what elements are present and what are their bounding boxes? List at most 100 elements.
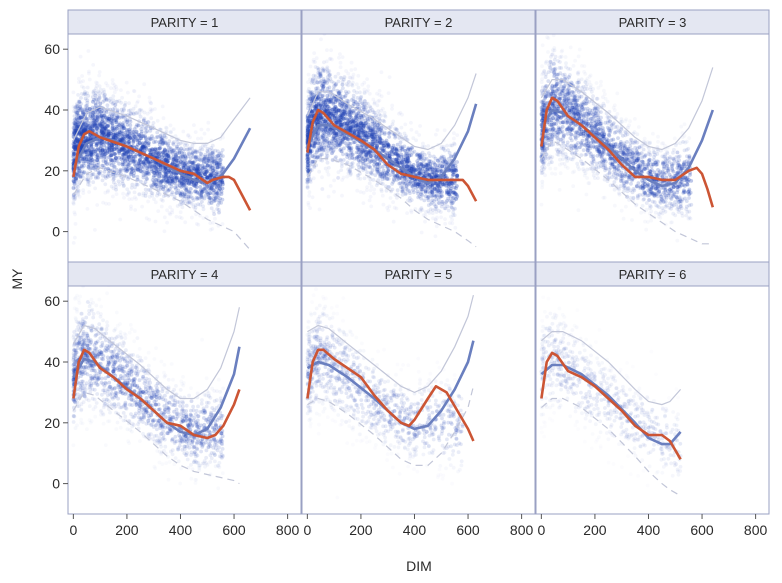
data-point [198,202,203,207]
data-point [338,65,343,70]
data-point [119,107,124,112]
data-point [126,167,130,171]
data-point [137,192,142,197]
data-point [131,133,136,138]
data-point [139,107,143,112]
data-point [426,203,431,208]
data-point [86,177,90,182]
data-point [416,156,421,161]
data-point [358,152,363,157]
data-point [377,93,382,97]
data-point [72,109,76,114]
data-point [439,169,444,174]
data-point [418,171,423,176]
data-point [400,146,405,151]
data-point [306,94,311,99]
data-point [160,154,165,159]
data-point [326,148,331,153]
data-point [76,108,80,113]
data-point [81,129,86,134]
data-point [214,196,218,201]
data-point [103,126,108,131]
data-point [404,134,408,139]
data-point [325,169,330,174]
data-point [409,210,414,215]
data-point [357,117,362,122]
data-point [437,157,442,162]
data-point [121,121,126,125]
data-point [366,125,371,130]
data-point [174,176,179,180]
data-point [154,165,158,170]
data-point [194,155,199,160]
data-point [202,172,207,177]
data-point [105,150,110,155]
data-point [83,92,88,97]
data-point [122,126,126,130]
data-point [103,190,108,195]
data-point [211,160,216,165]
data-point [101,114,106,118]
data-point [363,158,368,163]
data-point [133,208,138,212]
data-point [161,153,166,158]
data-point [206,192,211,196]
data-point [321,67,326,72]
data-point [396,153,401,158]
data-point [112,86,116,91]
data-point [387,131,392,136]
data-point [159,137,163,141]
data-point [93,93,98,97]
data-point [172,148,177,152]
data-point [119,100,123,105]
data-point [78,175,83,180]
data-point [97,73,102,78]
data-point [155,184,160,189]
data-point [372,121,376,125]
data-point [365,101,370,106]
data-point [72,179,76,184]
data-point [422,152,427,157]
data-point [448,143,453,148]
data-point [157,154,162,159]
data-point [95,99,100,104]
data-point [175,144,180,149]
plot-content [71,49,252,251]
data-point [97,171,102,176]
data-point [221,154,225,159]
data-point [99,128,104,133]
data-point [320,83,325,88]
data-point [342,135,347,140]
data-point [305,135,310,140]
data-point [162,215,167,220]
data-point [169,147,174,152]
data-point [308,180,313,184]
data-point [430,183,435,188]
data-point [176,159,180,163]
data-point [126,141,131,145]
data-point [341,109,346,114]
data-point [417,171,422,176]
data-point [375,128,380,133]
data-point [359,94,364,99]
data-point [163,170,168,175]
data-point [312,153,317,157]
data-point [443,173,448,178]
data-point [162,229,167,234]
data-point [137,163,142,168]
data-point [87,149,92,153]
data-point [97,96,102,101]
data-point [184,187,189,192]
data-point [107,114,112,119]
data-point [216,188,221,193]
data-point [163,166,168,171]
data-point [305,116,310,120]
data-point [114,120,118,125]
data-point [212,194,217,199]
data-point [354,114,358,119]
data-point [339,164,344,169]
data-point [92,98,97,102]
data-point [117,149,121,154]
data-point [362,121,367,126]
data-point [319,135,324,139]
